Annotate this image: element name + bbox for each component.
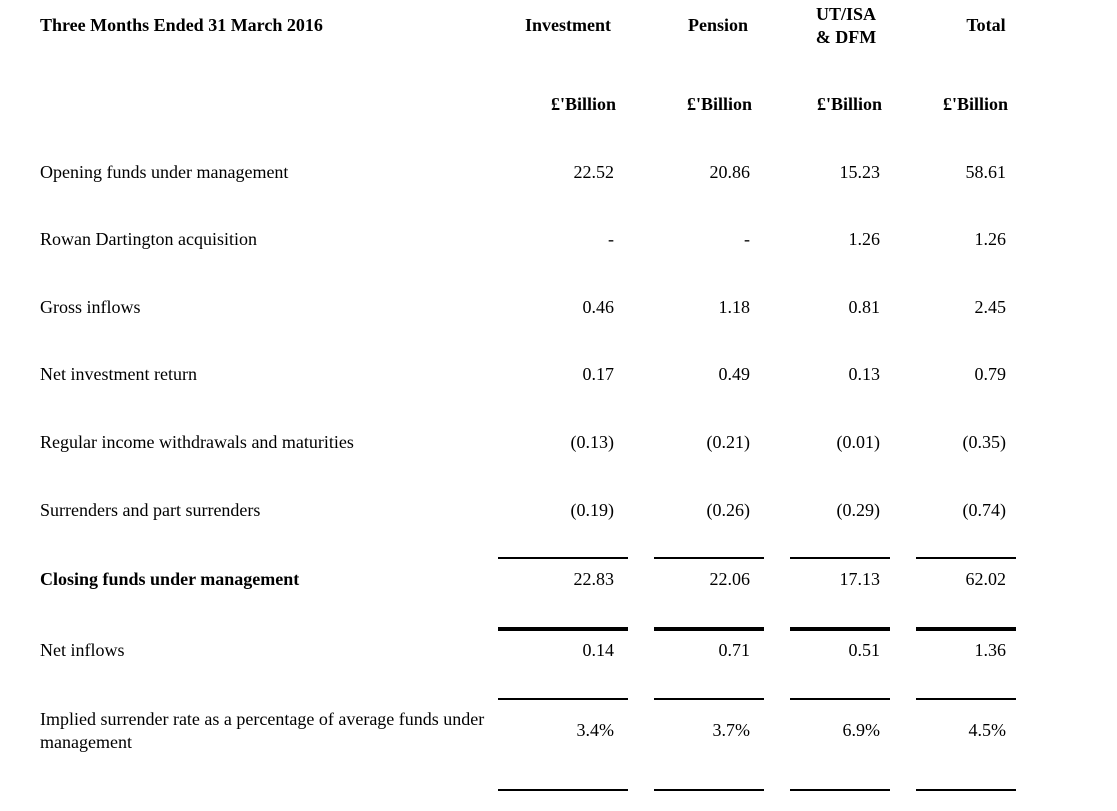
- cell-value: (0.35): [962, 432, 1007, 452]
- cell-value: 3.4%: [576, 720, 615, 740]
- row-label: Regular income withdrawals and maturitie…: [40, 432, 354, 452]
- rule: [654, 789, 764, 791]
- cell-value: 0.17: [582, 364, 615, 384]
- cell-value: 0.79: [974, 364, 1007, 384]
- cell-value: 0.71: [718, 640, 751, 660]
- cell-value: (0.13): [570, 432, 615, 452]
- rule: [498, 557, 628, 559]
- cell-value: 17.13: [839, 569, 881, 589]
- row-label: Opening funds under management: [40, 162, 289, 182]
- row-label: Gross inflows: [40, 297, 141, 317]
- column-header: Pension: [687, 15, 748, 35]
- row-label: Rowan Dartington acquisition: [40, 229, 257, 249]
- cell-value: 0.49: [718, 364, 751, 384]
- cell-value: 4.5%: [968, 720, 1007, 740]
- cell-value: 22.06: [709, 569, 751, 589]
- rule: [916, 789, 1016, 791]
- cell-value: 20.86: [709, 162, 751, 182]
- rule: [916, 557, 1016, 559]
- cell-value: 58.61: [965, 162, 1007, 182]
- column-header: Investment: [525, 15, 611, 35]
- cell-value: 1.18: [718, 297, 751, 317]
- rule: [790, 557, 890, 559]
- cell-value: 0.81: [848, 297, 881, 317]
- rule: [916, 698, 1016, 700]
- cell-value: 15.23: [839, 162, 881, 182]
- cell-value: 22.83: [573, 569, 615, 589]
- rule: [790, 698, 890, 700]
- rule: [916, 627, 1016, 631]
- cell-value: (0.01): [836, 432, 881, 452]
- unit-label: £'Billion: [816, 94, 882, 114]
- rule: [790, 789, 890, 791]
- row-label: Closing funds under management: [40, 569, 300, 589]
- cell-value: 1.26: [848, 229, 881, 249]
- cell-value: -: [744, 229, 750, 249]
- cell-value: 3.7%: [712, 720, 751, 740]
- rule: [498, 698, 628, 700]
- rule: [498, 789, 628, 791]
- cell-value: 0.14: [582, 640, 615, 660]
- cell-value: (0.74): [962, 500, 1007, 520]
- rule: [498, 627, 628, 631]
- cell-value: 1.26: [974, 229, 1007, 249]
- cell-value: 0.51: [848, 640, 881, 660]
- row-label: Surrenders and part surrenders: [40, 500, 261, 520]
- row-label: Net inflows: [40, 640, 125, 660]
- cell-value: 0.13: [848, 364, 881, 384]
- rule: [790, 627, 890, 631]
- unit-label: £'Billion: [942, 94, 1008, 114]
- row-label: Implied surrender rate as a percentage o…: [40, 709, 485, 752]
- cell-value: 2.45: [974, 297, 1007, 317]
- cell-value: 0.46: [582, 297, 615, 317]
- cell-value: 6.9%: [842, 720, 881, 740]
- cell-value: 1.36: [974, 640, 1007, 660]
- cell-value: 62.02: [965, 569, 1007, 589]
- unit-label: £'Billion: [686, 94, 752, 114]
- cell-value: (0.21): [706, 432, 751, 452]
- rule: [654, 698, 764, 700]
- cell-value: -: [608, 229, 614, 249]
- cell-value: 22.52: [573, 162, 615, 182]
- cell-value: (0.29): [836, 500, 881, 520]
- rule: [654, 627, 764, 631]
- column-header: UT/ISA & DFM: [815, 4, 877, 47]
- table-title: Three Months Ended 31 March 2016: [40, 15, 323, 35]
- unit-label: £'Billion: [550, 94, 616, 114]
- column-header: Total: [966, 15, 1006, 35]
- rule: [654, 557, 764, 559]
- cell-value: (0.26): [706, 500, 751, 520]
- cell-value: (0.19): [570, 500, 615, 520]
- row-label: Net investment return: [40, 364, 197, 384]
